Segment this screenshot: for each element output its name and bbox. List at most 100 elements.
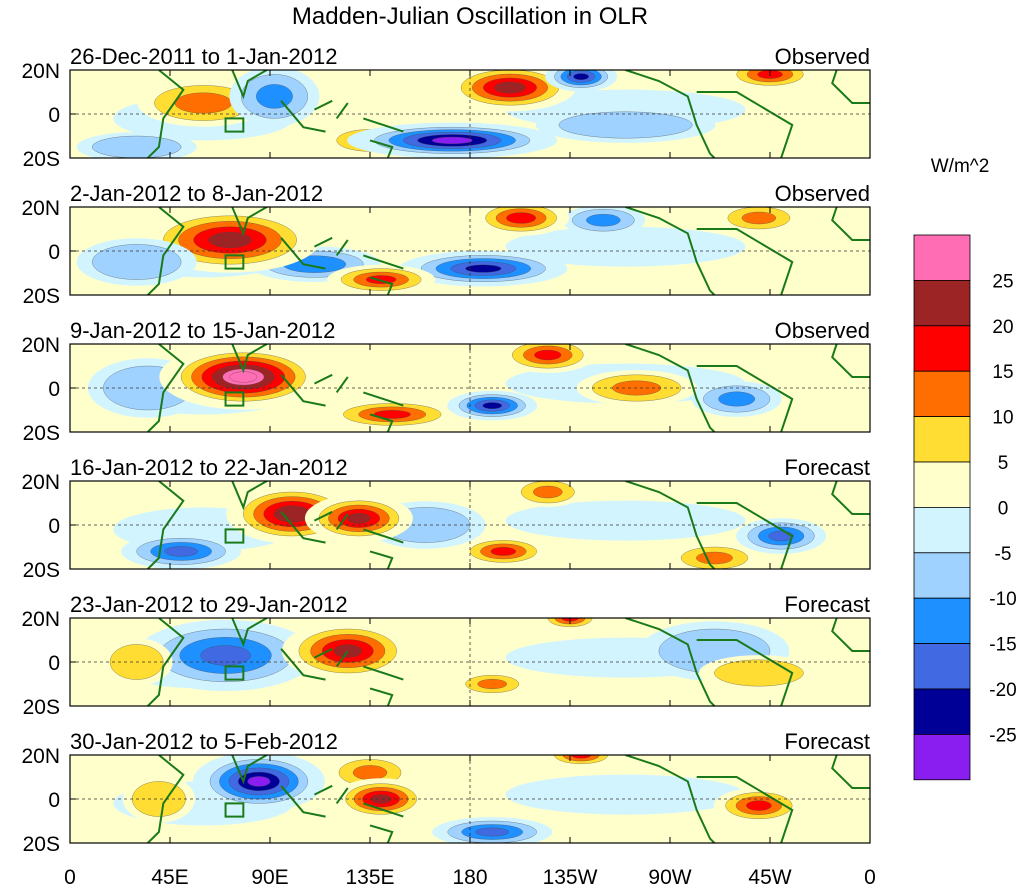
- colorbar-level-label: 0: [998, 498, 1009, 519]
- y-tick-label: 20S: [23, 285, 60, 308]
- coastlines: [147, 344, 870, 432]
- americas-coast: [625, 618, 794, 706]
- africa-coast: [147, 755, 185, 843]
- maritime-continent-coast: [280, 510, 404, 569]
- colorbar-swatch: [913, 279, 971, 327]
- colorbar-swatch: [913, 734, 971, 781]
- contour-level: [534, 349, 562, 361]
- y-tick-label: 0: [48, 241, 60, 264]
- y-tick-label: 0: [48, 104, 60, 127]
- contour-level: [92, 135, 182, 158]
- panel-1: 20N 0 20S 26-Dec-2011 to 1-Jan-2012 Observed: [21, 44, 871, 171]
- india-coast: [231, 481, 269, 511]
- contour-level: [247, 776, 271, 787]
- y-tick-label: 20N: [21, 197, 60, 220]
- base-negative-band: [505, 500, 746, 541]
- colorbar-swatch: [913, 688, 971, 735]
- anomaly-blob: [399, 250, 568, 287]
- colorbar-swatch: [913, 597, 971, 645]
- anomaly-blob: [535, 107, 716, 143]
- anomaly-blob: [76, 238, 197, 286]
- panel-period-label: 2-Jan-2012 to 8-Jan-2012: [70, 181, 323, 206]
- africa-coast: [147, 618, 185, 706]
- y-tick-label: 20N: [21, 608, 60, 631]
- coastlines: [147, 755, 870, 843]
- coastlines: [147, 481, 870, 569]
- maritime-continent-coast: [280, 373, 404, 432]
- contour-level: [696, 551, 733, 565]
- maritime-continent-coast: [280, 99, 404, 158]
- panel-kind-label: Observed: [775, 181, 870, 206]
- panel-kind-label: Forecast: [784, 592, 870, 617]
- contour-level: [200, 645, 251, 666]
- anomaly-blob: [432, 817, 553, 843]
- y-tick-label: 20N: [21, 334, 60, 357]
- west-africa-coast: [831, 618, 870, 652]
- contour-level: [475, 827, 510, 837]
- contour-level: [573, 73, 589, 80]
- contour-level: [768, 530, 794, 542]
- anomaly-blob: [698, 655, 819, 691]
- anomaly-blob: [76, 132, 197, 158]
- panel-period-label: 26-Dec-2011 to 1-Jan-2012: [70, 44, 337, 69]
- americas-coast: [625, 344, 794, 432]
- maritime-continent-coast: [280, 784, 404, 843]
- west-africa-coast: [831, 481, 870, 515]
- anomaly-blob: [229, 70, 320, 127]
- y-tick-label: 20S: [23, 148, 60, 171]
- anomaly-blob: [444, 70, 576, 112]
- contour-level: [256, 84, 293, 109]
- panel-period-label: 23-Jan-2012 to 29-Jan-2012: [70, 592, 348, 617]
- colorbar-level-label: -5: [995, 544, 1012, 565]
- colorbar-swatch: [913, 643, 971, 690]
- anomaly-blob: [511, 481, 584, 507]
- contour-level: [132, 781, 186, 817]
- maritime-continent-coast: [280, 236, 404, 295]
- contour-level: [174, 92, 233, 114]
- contour-level: [431, 136, 473, 144]
- contour-level: [92, 244, 182, 280]
- anomaly-blob: [691, 381, 782, 417]
- anomaly-blob: [333, 778, 430, 820]
- contour-level: [352, 765, 388, 780]
- colorbar-level-label: -20: [989, 680, 1016, 701]
- colorbar-level-label: -25: [989, 725, 1016, 746]
- contour-level: [347, 513, 371, 524]
- y-tick-label: 0: [48, 378, 60, 401]
- colorbar-swatch: [913, 416, 971, 463]
- y-tick-label: 20S: [23, 833, 60, 856]
- contour-level: [373, 410, 411, 419]
- anomaly-blob: [447, 390, 538, 421]
- y-tick-label: 20N: [21, 745, 60, 768]
- colorbar-level-label: 25: [992, 271, 1013, 292]
- contour-level: [558, 111, 693, 139]
- colorbar: 25 20 15 10 5 0 -5 -10 -15 -20 -25: [913, 234, 1017, 781]
- panel-5: 20N 0 20S 23-Jan-2012 to 29-Jan-2012 Forecas…: [21, 592, 871, 719]
- coastlines: [147, 207, 870, 295]
- west-africa-coast: [831, 207, 870, 241]
- africa-coast: [147, 70, 185, 158]
- colorbar-level-label: 15: [992, 362, 1013, 383]
- americas-coast: [625, 755, 794, 843]
- colorbar-level-label: -10: [989, 589, 1016, 610]
- y-tick-label: 20N: [21, 60, 60, 83]
- anomaly-blob: [736, 518, 827, 554]
- reference-box: [224, 802, 245, 818]
- contour-level: [533, 485, 563, 499]
- india-coast: [231, 755, 269, 785]
- colorbar-swatch: [913, 461, 971, 508]
- colorbar-unit-label: W/m^2: [931, 156, 990, 177]
- colorbar-level-label: -15: [989, 635, 1016, 656]
- contour-level: [465, 264, 502, 273]
- colorbar-level-label: 20: [992, 317, 1013, 338]
- contour-level: [741, 211, 777, 225]
- colorbar-swatch: [913, 370, 971, 418]
- panel-kind-label: Observed: [775, 44, 870, 69]
- americas-coast: [625, 207, 794, 295]
- americas-coast: [625, 70, 794, 158]
- coastlines: [147, 70, 870, 158]
- panel-period-label: 16-Jan-2012 to 22-Jan-2012: [70, 455, 348, 480]
- contour-level: [229, 371, 258, 383]
- contour-level: [490, 547, 516, 556]
